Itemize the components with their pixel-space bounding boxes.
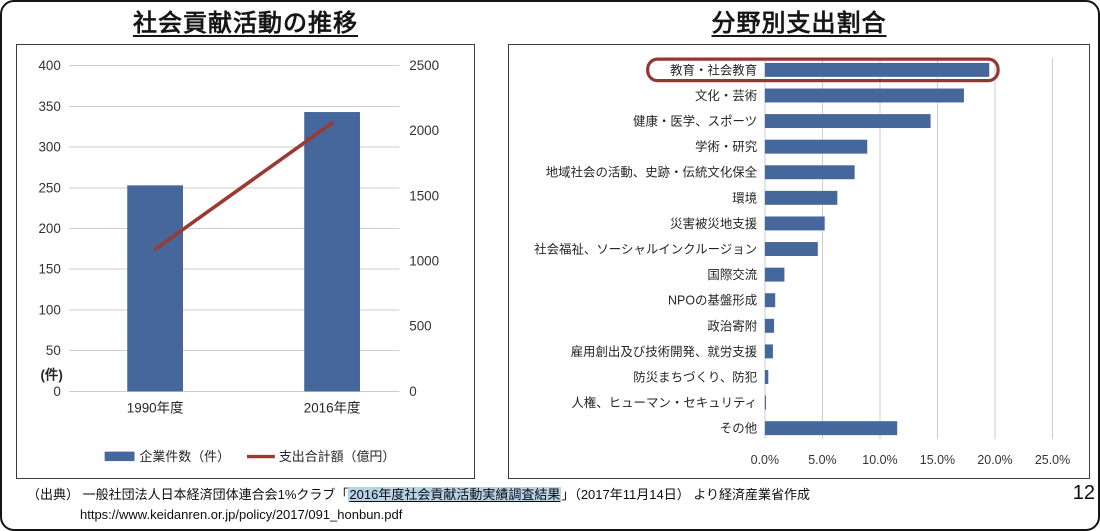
category-chart-title: 分野別支出割合 bbox=[711, 10, 887, 37]
category-label: 地域社会の活動、史跡・伝統文化保全 bbox=[546, 165, 758, 180]
highlight-box bbox=[646, 57, 1000, 83]
x-category-label: 1990年度 bbox=[127, 400, 184, 415]
left-axis-unit-label: (件) bbox=[40, 366, 62, 382]
right-axis-tick: 1000 bbox=[409, 254, 439, 269]
trend-chart-title: 社会貢献活動の推移 bbox=[133, 10, 358, 37]
category-label: 文化・芸術 bbox=[695, 88, 757, 103]
trend-chart-panel: 0 50 100 150 200 250 300 350 400 0 500 1000 1500 2000… bbox=[16, 44, 475, 479]
source-prefix: （出典） 一般社団法人日本経済団体連合会1%クラブ「 bbox=[27, 487, 349, 502]
trend-chart: 0 50 100 150 200 250 300 350 400 0 500 1000 1500 2000… bbox=[38, 58, 439, 464]
left-axis-tick: 300 bbox=[38, 140, 60, 155]
source-highlight: 2016年度社会貢献活動実績調査結果 bbox=[348, 487, 562, 502]
company-count-bar-1990年度 bbox=[127, 185, 183, 392]
x-category-label: 2016年度 bbox=[304, 400, 361, 415]
bar-社会福祉、ソーシャルインクルージョン bbox=[764, 242, 818, 256]
category-label: その他 bbox=[720, 422, 757, 436]
bar-人権、ヒューマン・セキュリティ bbox=[764, 395, 767, 410]
x-axis-tick: 10.0% bbox=[862, 453, 897, 467]
legend-bar-swatch bbox=[104, 451, 135, 462]
bar-文化・芸術 bbox=[764, 88, 964, 103]
x-axis-tick: 5.0% bbox=[808, 453, 836, 467]
left-axis-tick: 200 bbox=[38, 221, 60, 236]
left-axis-tick: 150 bbox=[38, 262, 60, 277]
bar-雇用創出及び技術開発、就労支援 bbox=[764, 344, 773, 359]
expenditure-line bbox=[153, 121, 334, 252]
company-count-bar-2016年度 bbox=[304, 112, 360, 392]
source-note: （出典） 一般社団法人日本経済団体連合会1%クラブ「2016年度社会貢献活動実績… bbox=[27, 485, 810, 524]
right-axis-tick: 0 bbox=[409, 384, 416, 399]
legend-line-label: 支出合計額（億円） bbox=[279, 449, 395, 464]
left-axis-tick: 50 bbox=[46, 343, 61, 358]
source-url: https://www.keidanren.or.jp/policy/2017/… bbox=[80, 506, 403, 522]
bar-環境 bbox=[764, 190, 838, 205]
source-line: （出典） 一般社団法人日本経済団体連合会1%クラブ「2016年度社会貢献活動実績… bbox=[27, 485, 810, 505]
category-label: 国際交流 bbox=[707, 267, 757, 282]
category-label: 政治寄附 bbox=[707, 318, 757, 333]
left-axis-tick: 100 bbox=[38, 302, 60, 317]
category-label: 雇用創出及び技術開発、就労支援 bbox=[571, 344, 758, 359]
category-label: 災害被災地支援 bbox=[670, 216, 758, 231]
bar-災害被災地支援 bbox=[764, 216, 825, 231]
x-axis-tick: 0.0% bbox=[751, 453, 779, 467]
right-axis-tick: 500 bbox=[409, 319, 431, 334]
bar-学術・研究 bbox=[764, 139, 868, 154]
bar-NPOの基盤形成 bbox=[764, 293, 776, 308]
bar-教育・社会教育 bbox=[764, 62, 990, 77]
left-axis-tick: 400 bbox=[38, 58, 60, 73]
x-axis-tick: 15.0% bbox=[920, 453, 955, 467]
x-axis-tick: 20.0% bbox=[977, 453, 1012, 467]
left-axis-tick: 350 bbox=[38, 99, 60, 114]
legend-bar-label: 企業件数（件） bbox=[139, 449, 230, 464]
page-number: 12 bbox=[1072, 482, 1095, 504]
left-axis-tick: 250 bbox=[38, 180, 60, 195]
category-chart-panel: 0.0% 5.0% 10.0% 15.0% 20.0% 25.0% 教育・社会教育文化・芸術… bbox=[508, 44, 1090, 479]
left-axis-tick: 0 bbox=[53, 384, 60, 399]
right-axis-tick: 2500 bbox=[409, 58, 439, 73]
category-label: 学術・研究 bbox=[695, 139, 757, 154]
category-label: 健康・医学、スポーツ bbox=[633, 114, 757, 129]
bar-政治寄附 bbox=[764, 318, 775, 333]
bar-その他 bbox=[764, 421, 898, 436]
x-axis-tick: 25.0% bbox=[1035, 453, 1070, 467]
bar-防災まちづくり、防犯 bbox=[764, 370, 769, 384]
bar-地域社会の活動、史跡・伝統文化保全 bbox=[764, 165, 855, 180]
right-axis-tick: 1500 bbox=[409, 188, 439, 203]
category-label: NPOの基盤形成 bbox=[668, 294, 757, 308]
right-axis-tick: 2000 bbox=[409, 123, 439, 138]
bar-健康・医学、スポーツ bbox=[764, 114, 931, 129]
category-label: 人権、ヒューマン・セキュリティ bbox=[571, 395, 757, 410]
source-suffix: 」（2017年11月14日） より経済産業省作成 bbox=[561, 487, 811, 502]
category-label: 社会福祉、ソーシャルインクルージョン bbox=[534, 242, 757, 257]
category-label: 防災まちづくり、防犯 bbox=[633, 369, 757, 384]
bar-国際交流 bbox=[764, 267, 785, 282]
category-label: 環境 bbox=[732, 190, 757, 205]
category-label: 教育・社会教育 bbox=[670, 62, 757, 77]
category-chart: 0.0% 5.0% 10.0% 15.0% 20.0% 25.0% 教育・社会教育文化・芸術… bbox=[534, 57, 1070, 467]
